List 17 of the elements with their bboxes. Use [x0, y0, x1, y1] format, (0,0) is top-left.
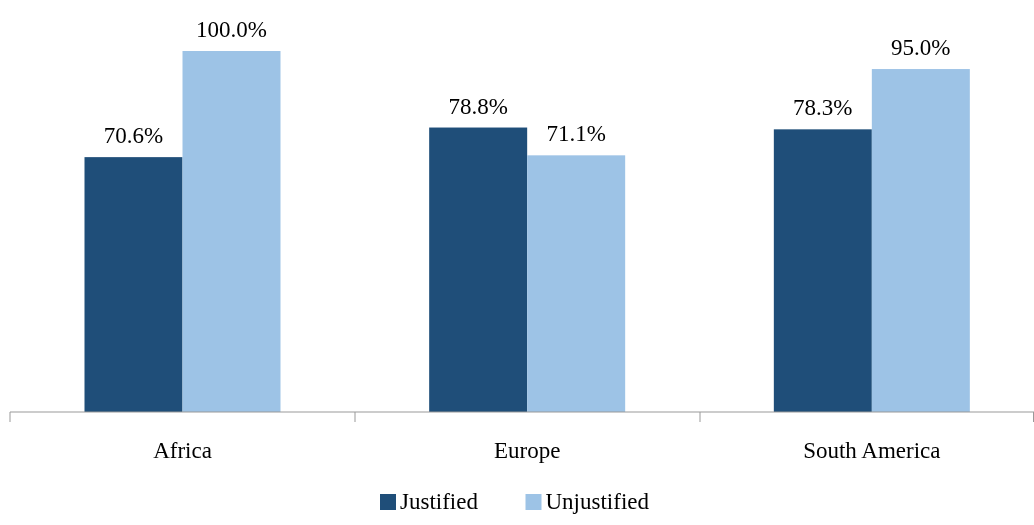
bar: [871, 69, 970, 412]
data-label: 78.3%: [793, 95, 853, 121]
legend-label: Unjustified: [545, 489, 650, 514]
data-label: 95.0%: [891, 35, 951, 61]
data-label: 71.1%: [546, 121, 606, 147]
bar: [182, 51, 281, 412]
legend-label: Justified: [400, 489, 479, 514]
data-label: 78.8%: [448, 93, 508, 119]
x-tick-label: South America: [803, 438, 941, 463]
bar: [429, 127, 528, 412]
x-tick-label: Europe: [493, 438, 561, 463]
bar: [773, 129, 872, 412]
bar: [527, 155, 626, 412]
bar: [84, 157, 183, 412]
data-label: 100.0%: [196, 17, 267, 42]
x-tick-label: Africa: [153, 438, 212, 463]
data-label: 70.6%: [103, 123, 164, 149]
